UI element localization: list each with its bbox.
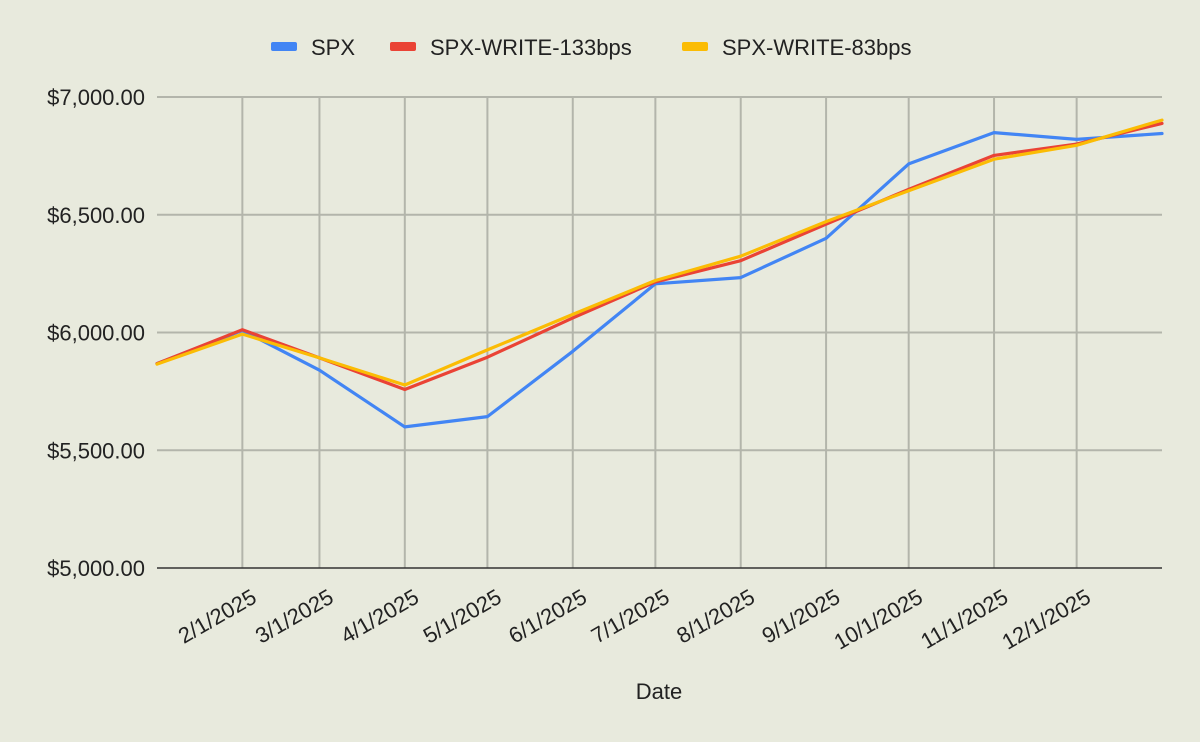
x-tick-label: 5/1/2025 (419, 584, 506, 648)
x-tick-label: 7/1/2025 (587, 584, 674, 648)
y-tick-label: $5,500.00 (47, 438, 145, 463)
series-line-spx-write-133bps (155, 121, 1164, 392)
x-tick-label: 12/1/2025 (998, 584, 1095, 655)
legend-swatch (390, 42, 416, 51)
legend-label: SPX-WRITE-83bps (722, 35, 912, 60)
legend-label: SPX (311, 35, 355, 60)
legend-item-spx: SPX (271, 35, 355, 60)
y-tick-label: $7,000.00 (47, 85, 145, 110)
legend: SPX SPX-WRITE-133bps SPX-WRITE-83bps (271, 35, 912, 60)
x-tick-label: 10/1/2025 (830, 584, 927, 655)
x-tick-label: 2/1/2025 (174, 584, 261, 648)
y-tick-label: $6,500.00 (47, 203, 145, 228)
x-tick-label: 11/1/2025 (916, 584, 1012, 654)
x-tick-label: 6/1/2025 (504, 584, 591, 648)
series-lines (155, 118, 1164, 429)
legend-swatch (682, 42, 708, 51)
legend-item-spx-write-133bps: SPX-WRITE-133bps (390, 35, 632, 60)
legend-item-spx-write-83bps: SPX-WRITE-83bps (682, 35, 912, 60)
grid (157, 96, 1162, 568)
legend-label: SPX-WRITE-133bps (430, 35, 632, 60)
x-tick-label: 3/1/2025 (251, 584, 338, 648)
legend-swatch (271, 42, 297, 51)
x-tick-label: 8/1/2025 (672, 584, 759, 648)
y-tick-label: $6,000.00 (47, 321, 145, 346)
x-tick-label: 4/1/2025 (336, 584, 423, 648)
x-tick-label: 9/1/2025 (758, 584, 845, 648)
series-line-spx-write-83bps (155, 118, 1164, 387)
y-tick-label: $5,000.00 (47, 556, 145, 581)
x-axis-label: Date (636, 679, 682, 704)
series-line-spx (155, 131, 1164, 429)
